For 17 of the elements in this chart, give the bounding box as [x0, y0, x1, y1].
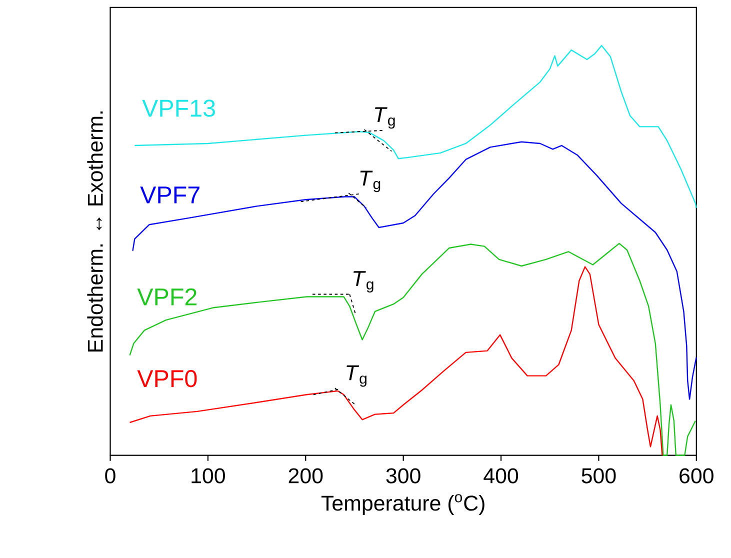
x-tick-label: 100: [192, 468, 225, 484]
annotation: T$_{g}$: [346, 365, 366, 387]
x-tick-label: 0: [105, 468, 116, 484]
series-label: VPF7: [140, 186, 200, 204]
annotation: T$_{g}$: [360, 170, 380, 192]
x-tick-label: 500: [582, 468, 616, 484]
series-label: VPF0: [137, 370, 197, 388]
annotation: T$_{g}$: [374, 107, 395, 129]
x-tick-label: 300: [386, 468, 420, 484]
series-label: VPF13: [142, 100, 215, 117]
x-tick-label: 200: [288, 468, 323, 484]
series-label: VPF2: [137, 288, 196, 306]
x-tick-label: 600: [680, 468, 714, 484]
x-tick-label: 400: [484, 468, 518, 484]
x-axis-title: Temperature ($^{o}$C): [321, 494, 484, 515]
y-axis-title: Endotherm. ↔ Exotherm.: [87, 111, 103, 352]
annotation: T$_{g}$: [354, 271, 374, 292]
